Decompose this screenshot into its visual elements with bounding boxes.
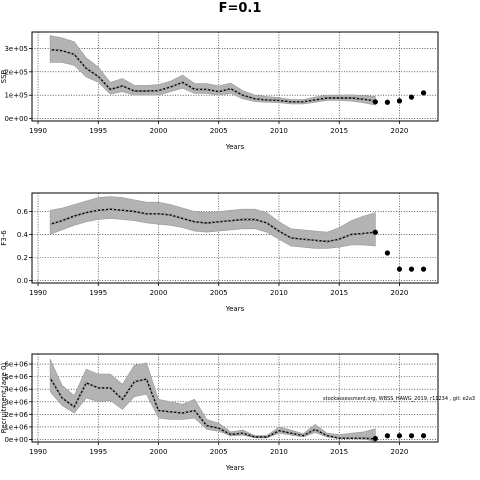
estimate-line-dash bbox=[49, 377, 376, 440]
projection-point bbox=[420, 266, 427, 272]
projection-point bbox=[396, 433, 403, 439]
projection-point bbox=[420, 90, 427, 96]
y-tick-label: 2e+05 bbox=[4, 68, 28, 76]
x-tick-label: 2005 bbox=[210, 127, 228, 135]
projection-point bbox=[384, 250, 391, 256]
x-tick-label: 2005 bbox=[210, 448, 228, 456]
x-tick-label: 2020 bbox=[391, 448, 409, 456]
projection-point bbox=[372, 229, 378, 235]
x-axis-label: Years bbox=[225, 464, 245, 472]
stamp-annotation: stockassessment.org, WBSS_HAWG_2019, r11… bbox=[323, 396, 475, 402]
projection-point bbox=[384, 99, 391, 105]
projection-point bbox=[396, 98, 403, 104]
x-tick-label: 2000 bbox=[150, 448, 168, 456]
x-tick-label: 1995 bbox=[89, 448, 107, 456]
x-tick-label: 2015 bbox=[330, 127, 348, 135]
confidence-band bbox=[49, 35, 376, 106]
y-tick-label: 6e+06 bbox=[4, 361, 28, 369]
projection-point bbox=[372, 435, 378, 442]
x-tick-label: 2015 bbox=[330, 289, 348, 297]
x-tick-label: 2010 bbox=[270, 127, 288, 135]
x-axis-label: Years bbox=[225, 305, 245, 313]
projection-point bbox=[420, 433, 427, 439]
x-tick-label: 2015 bbox=[330, 448, 348, 456]
panel-2: 1990 1995 2000 2005 2010 2015 2020 0.0 0.2 0.4 0.6… bbox=[0, 192, 439, 313]
projection-point bbox=[408, 433, 415, 439]
x-tick-label: 1990 bbox=[29, 289, 47, 297]
y-axis-label: SSB bbox=[0, 69, 8, 83]
y-tick-label: 1e+06 bbox=[4, 423, 28, 431]
x-tick-label: 2020 bbox=[391, 127, 409, 135]
plot-frame bbox=[31, 353, 439, 443]
x-tick-label: 1990 bbox=[29, 127, 47, 135]
y-tick-label: 0.6 bbox=[17, 208, 29, 216]
y-tick-label: 0.4 bbox=[17, 231, 29, 239]
projection-point bbox=[408, 94, 415, 100]
projection-point bbox=[384, 433, 391, 439]
plot-frame bbox=[31, 31, 439, 122]
y-tick-label: 0e+00 bbox=[4, 436, 28, 444]
y-tick-label: 4e+06 bbox=[4, 386, 28, 394]
x-tick-label: 2005 bbox=[210, 289, 228, 297]
y-tick-label: 0e+00 bbox=[4, 115, 28, 123]
projection-point bbox=[372, 99, 378, 105]
projection-point bbox=[408, 266, 415, 272]
estimate-line-dash bbox=[49, 208, 376, 243]
figure-title: F=0.1 bbox=[218, 1, 262, 16]
x-tick-label: 2000 bbox=[150, 289, 168, 297]
plot-frame bbox=[31, 192, 439, 284]
y-tick-label: 2e+06 bbox=[4, 411, 28, 419]
x-tick-label: 2010 bbox=[270, 448, 288, 456]
y-tick-label: 3e+05 bbox=[4, 45, 28, 53]
panel-3: 1990 1995 2000 2005 2010 2015 2020 0e+00 1e+06 2e… bbox=[0, 353, 475, 472]
confidence-band bbox=[49, 358, 376, 442]
x-tick-label: 2020 bbox=[391, 289, 409, 297]
y-tick-label: 0.2 bbox=[17, 254, 28, 262]
y-tick-label: 5e+06 bbox=[4, 373, 28, 381]
x-tick-label: 1990 bbox=[29, 448, 47, 456]
y-tick-label: 1e+05 bbox=[4, 92, 28, 100]
x-tick-label: 2000 bbox=[150, 127, 168, 135]
y-tick-label: 0.0 bbox=[17, 277, 28, 285]
x-tick-label: 1995 bbox=[89, 127, 107, 135]
x-tick-label: 1995 bbox=[89, 289, 107, 297]
panel-1: 1990 1995 2000 2005 2010 2015 2020 0e+00 1e+05 2e… bbox=[0, 31, 439, 151]
estimate-line bbox=[50, 48, 376, 103]
y-tick-label: 3e+06 bbox=[4, 398, 28, 406]
x-tick-label: 2010 bbox=[270, 289, 288, 297]
y-axis-label: Recruitment (age 0) bbox=[0, 363, 8, 434]
y-axis-label: F3-6 bbox=[0, 230, 8, 246]
x-axis-label: Years bbox=[225, 143, 245, 151]
projection-point bbox=[396, 266, 403, 272]
